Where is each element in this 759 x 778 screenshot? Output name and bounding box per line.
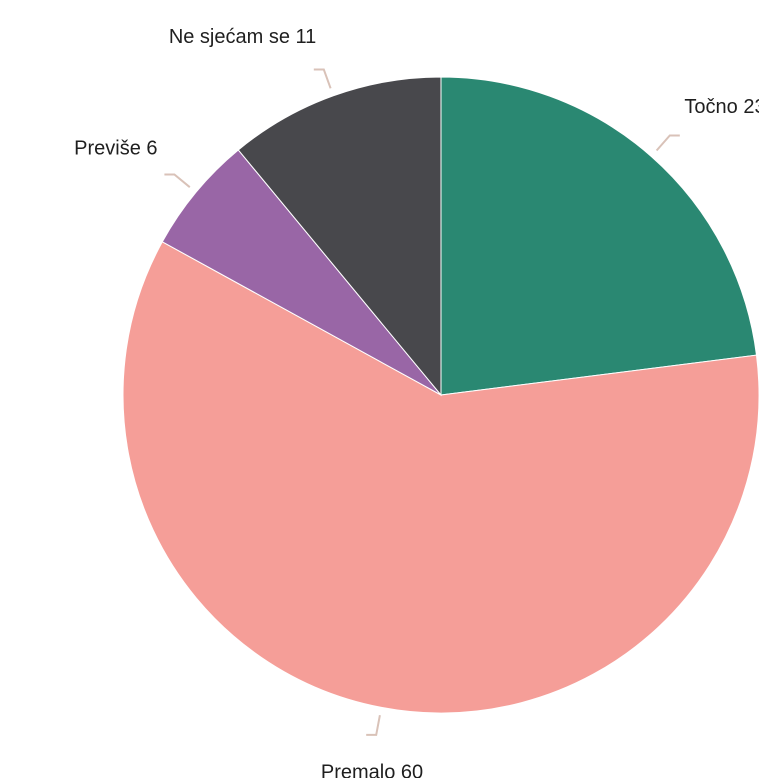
pie-label-tocno: Točno 23: [684, 96, 759, 118]
pie-label-ne-sjecam-se: Ne sjećam se 11: [169, 26, 316, 48]
pie-slice-ne-sjecam-se: [237, 76, 442, 397]
pie-labels: Točno 23 Premalo 60 Previše 6 Ne sjećam se …: [74, 26, 759, 778]
pie-leader-lines: [164, 68, 680, 736]
pie-label-previse: Previše 6: [74, 137, 157, 159]
pie-label-premalo: Premalo 60: [321, 762, 423, 778]
pie-slices: [122, 76, 759, 714]
leader-line-premalo: [366, 715, 381, 736]
leader-line-tocno: [655, 134, 680, 152]
pie-slice-tocno: [440, 76, 758, 396]
pie-slice-previse: [161, 149, 442, 396]
leader-line-ne-sjecam-se: [313, 68, 332, 89]
pie-slice-premalo: [122, 241, 759, 714]
leader-line-previse: [164, 173, 191, 188]
